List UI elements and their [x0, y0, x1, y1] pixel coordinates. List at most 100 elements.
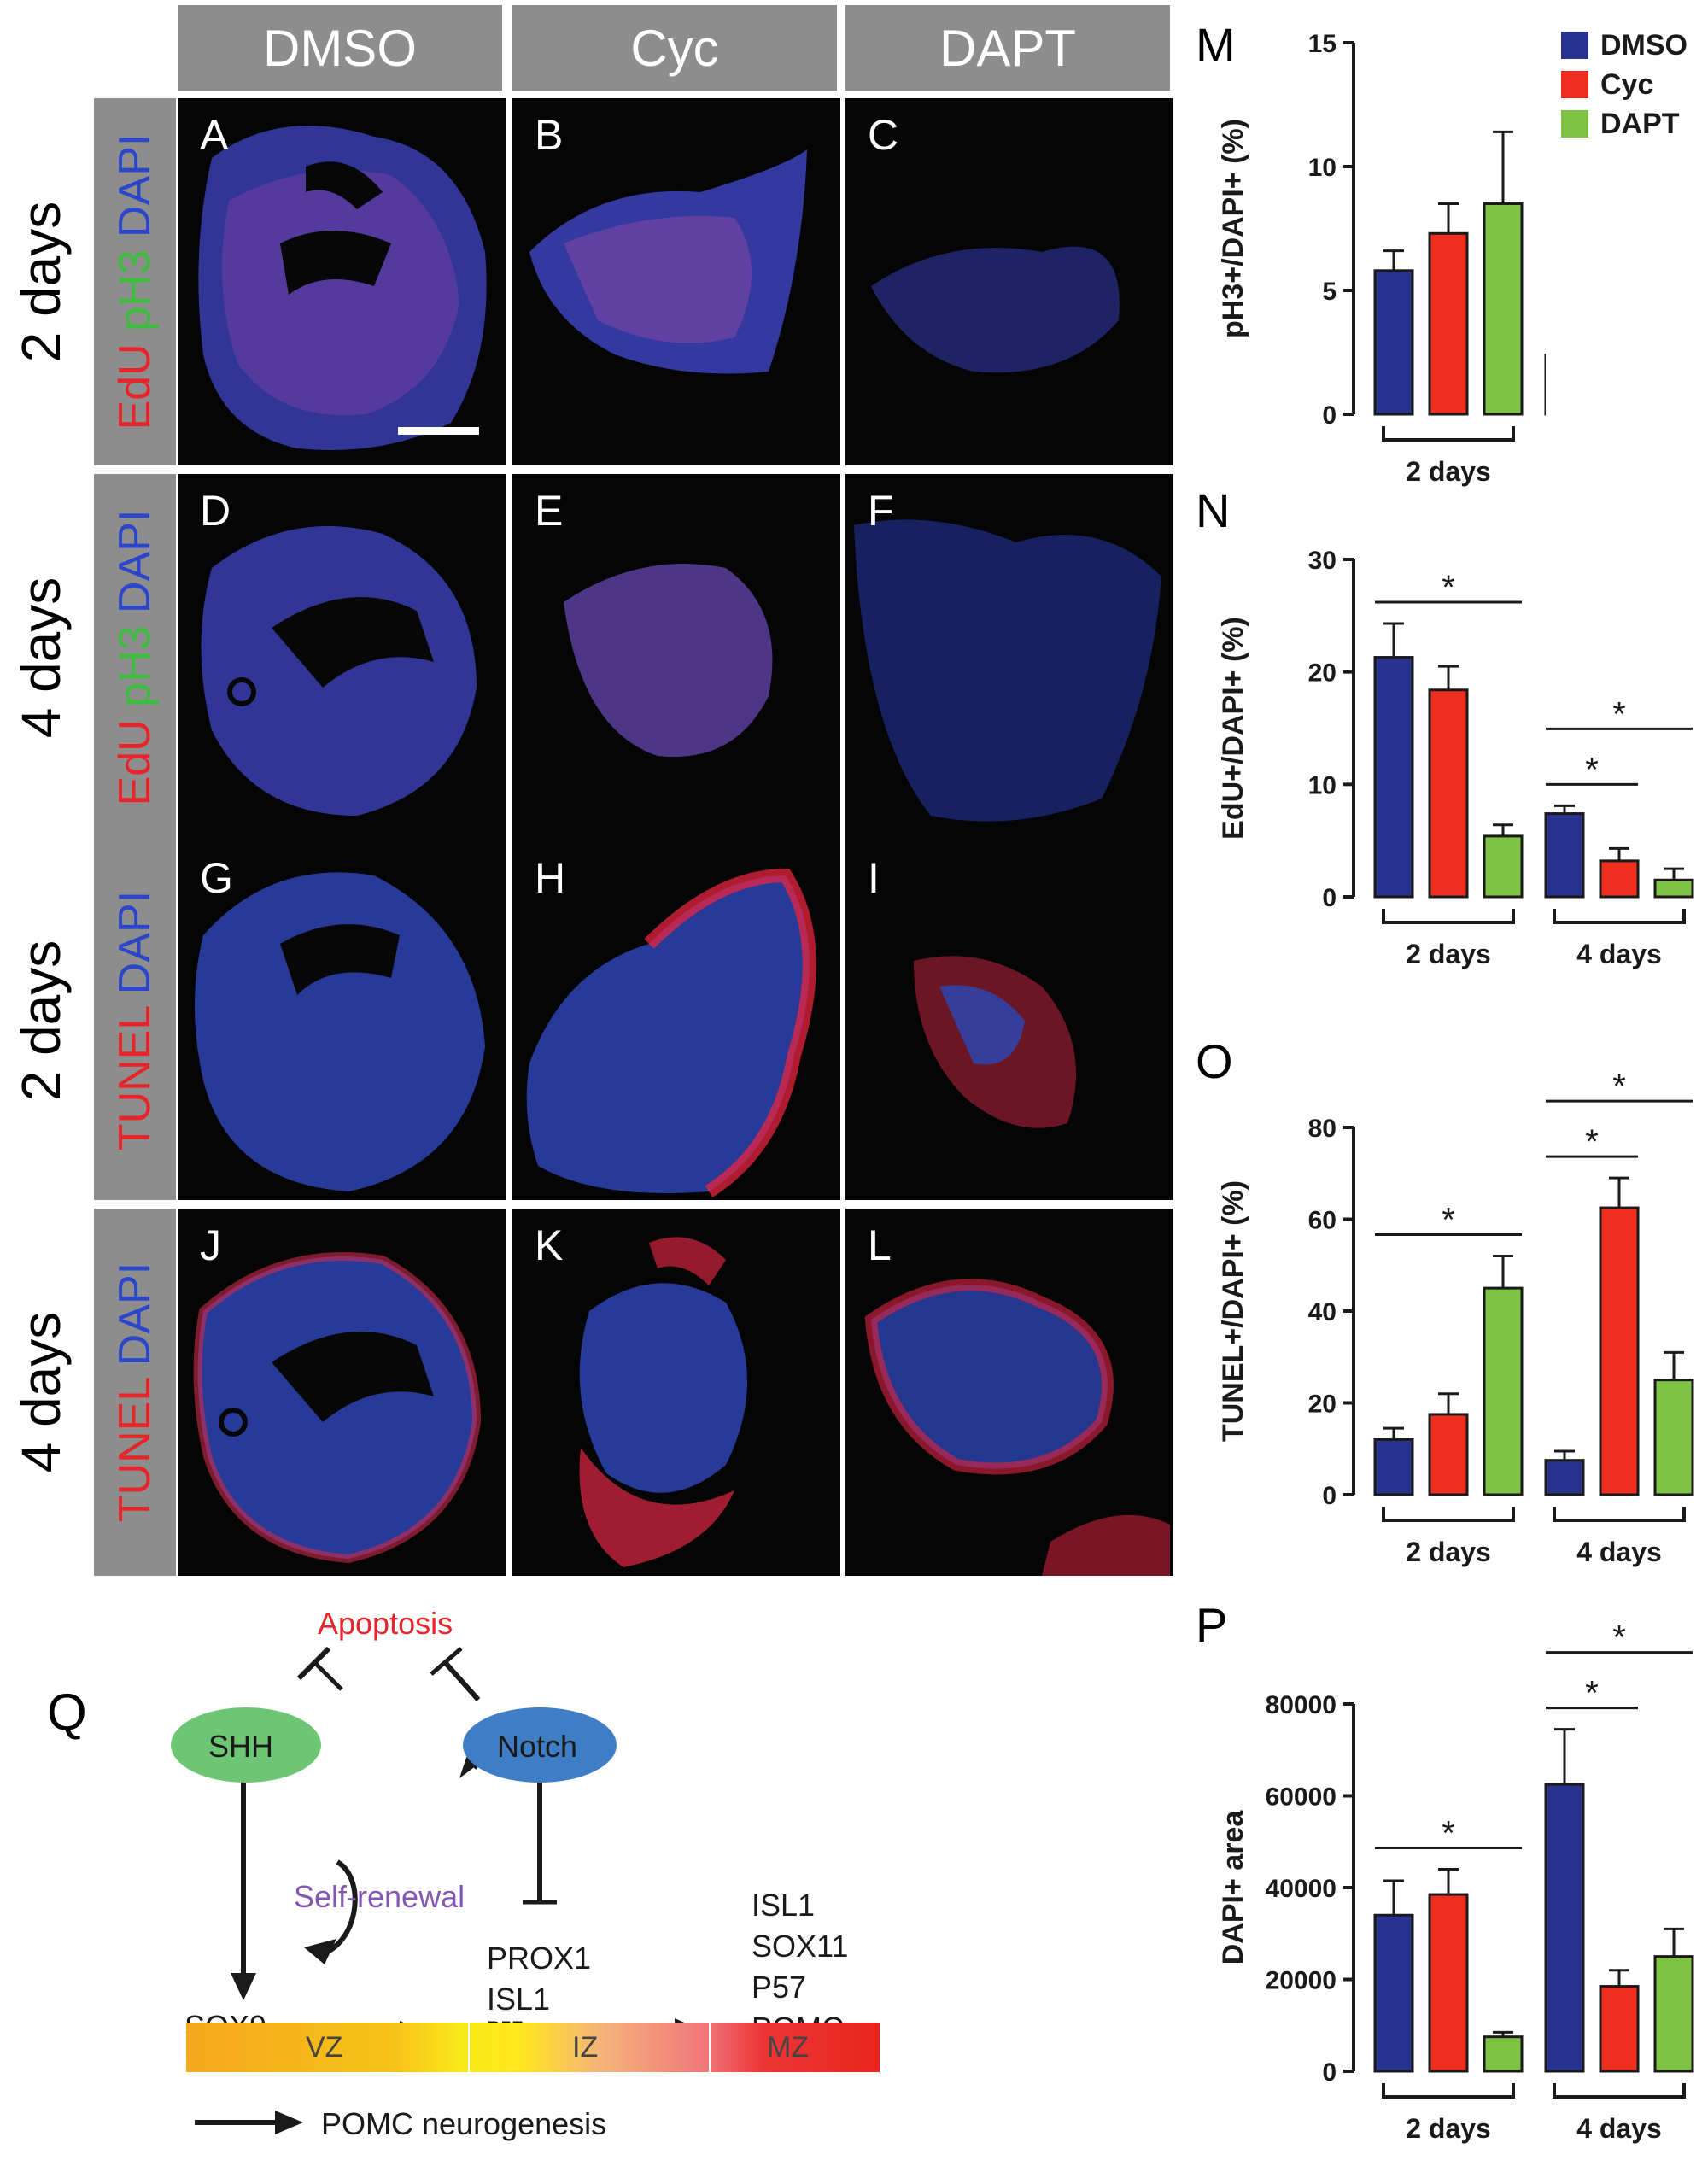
significance-star: *: [1612, 1619, 1626, 1657]
panel-label: L: [868, 1221, 892, 1269]
stain-tunel: TUNEL: [110, 1006, 160, 1151]
bar-dapt: [1653, 878, 1694, 899]
microscopy-panel-i: I: [845, 841, 1173, 1200]
y-tick-label: 0: [1322, 884, 1337, 912]
x-group-label: 2 days: [1406, 1537, 1491, 1567]
microscopy-panel-b: B: [512, 98, 840, 465]
diagram-letter: Q: [47, 1683, 87, 1741]
row-stain-label: TUNEL DAPI: [94, 841, 176, 1200]
panel-label: F: [868, 487, 894, 535]
stain-ph3: pH3: [110, 249, 160, 331]
bar-dapt: [1483, 1286, 1524, 1496]
marker-prox1: PROX1: [487, 1941, 592, 1976]
bar-dmso: [1373, 1913, 1414, 2073]
microscopy-panel-j: J: [178, 1209, 506, 1576]
bar-cyc: [1599, 1206, 1640, 1496]
group-bracket: [1382, 909, 1515, 924]
bar-dapt: [1653, 1379, 1694, 1496]
zone-iz: IZ: [572, 2031, 599, 2064]
y-axis-label: DAPI+ area: [1217, 1810, 1249, 1965]
y-tick-label: 30: [1308, 547, 1337, 575]
apoptosis-label: Apoptosis: [318, 1606, 453, 1641]
group-bracket: [1553, 909, 1686, 924]
significance-star: *: [1612, 695, 1626, 733]
scale-bar: [398, 427, 479, 435]
y-tick-label: 20000: [1266, 1967, 1337, 1995]
row-time-label: 4 days: [10, 577, 72, 739]
bar-dmso: [1544, 1459, 1585, 1496]
y-tick-label: 10: [1308, 154, 1337, 182]
marker-isl1: ISL1: [487, 1982, 551, 2017]
panel-label: C: [868, 111, 899, 159]
group-bracket: [1382, 1507, 1515, 1522]
significance-star: *: [1442, 569, 1455, 606]
y-tick-label: 20: [1308, 1391, 1337, 1419]
bar-dmso: [1373, 269, 1414, 416]
bar-dapt: [1483, 2035, 1524, 2073]
column-header-dapt: DAPT: [845, 5, 1170, 91]
legend-item-cyc: Cyc: [1561, 65, 1688, 104]
legend-item-dmso: DMSO: [1561, 26, 1688, 65]
panel-label: E: [535, 487, 564, 535]
microscopy-panel-k: K: [512, 1209, 840, 1576]
bar-cyc: [1599, 859, 1640, 899]
group-bracket: [1553, 1507, 1686, 1522]
panel-label: H: [535, 854, 566, 902]
bar-dmso: [1544, 1783, 1585, 2073]
stain-dapi: DAPI: [110, 509, 160, 613]
bar-dapt: [1483, 202, 1524, 416]
panel-label: J: [200, 1221, 221, 1269]
microscopy-panel-f: F: [845, 474, 1173, 841]
x-group-label: 4 days: [1576, 939, 1662, 969]
legend-item-dapt: DAPT: [1561, 104, 1688, 143]
y-axis-label: TUNEL+/DAPI+ (%): [1217, 1180, 1249, 1442]
significance-star: *: [1442, 1202, 1455, 1239]
stain-edu: EdU: [110, 343, 160, 430]
bar-dmso: [1373, 656, 1414, 899]
bar-dapt: [1653, 1955, 1694, 2073]
y-tick-label: 10: [1308, 771, 1337, 799]
microscopy-panel-e: E: [512, 474, 840, 841]
diagram-arrows: [171, 1646, 702, 2134]
panel-label: B: [535, 111, 564, 159]
x-group-label: 2 days: [1406, 2113, 1491, 2144]
significance-star: *: [1585, 751, 1599, 788]
x-group-label: 2 days: [1406, 456, 1491, 487]
chart-letter-n: N: [1196, 483, 1231, 537]
y-tick-label: 80000: [1266, 1691, 1337, 1719]
bar-dmso: [1373, 1438, 1414, 1496]
panel-label: I: [868, 854, 880, 902]
x-group-label: 2 days: [1406, 939, 1491, 969]
chart-p: 0 20000 40000 60000 80000 DAPI+ area 2 days 4 d…: [1217, 1619, 1694, 2144]
chart-letter-p: P: [1196, 1598, 1228, 1652]
y-tick-label: 40000: [1266, 1875, 1337, 1903]
self-renewal-label: Self-renewal: [294, 1879, 465, 1914]
y-tick-label: 15: [1308, 30, 1337, 58]
panel-label: K: [535, 1221, 564, 1269]
y-axis-label: pH3+/DAPI+ (%): [1217, 119, 1249, 338]
microscopy-panel-l: L: [845, 1209, 1173, 1576]
panel-label: G: [200, 854, 233, 902]
chart-o: 0 20 40 60 80 TUNEL+/DAPI+ (%) 2 days 4 days * * *: [1217, 1068, 1694, 1567]
shh-node: SHH: [208, 1729, 274, 1764]
y-tick-label: 0: [1322, 2058, 1337, 2087]
row-time-label: 4 days: [10, 1311, 72, 1473]
y-tick-label: 40: [1308, 1298, 1337, 1326]
panel-label: A: [200, 111, 229, 159]
microscopy-panel-a: A: [178, 98, 506, 465]
bar-cyc: [1599, 1985, 1640, 2073]
column-header-dmso: DMSO: [178, 5, 502, 91]
bar-cyc: [1428, 1413, 1469, 1496]
y-tick-label: 0: [1322, 1482, 1337, 1510]
x-group-label: 4 days: [1576, 2113, 1662, 2144]
microscopy-panel-c: C: [845, 98, 1173, 465]
row-stain-label: EdU pH3 DAPI: [94, 98, 176, 465]
significance-star: *: [1442, 1815, 1455, 1853]
y-tick-label: 60000: [1266, 1783, 1337, 1812]
y-tick-label: 20: [1308, 659, 1337, 688]
late-marker-sox11: SOX11: [752, 1929, 849, 1964]
y-tick-label: 60: [1308, 1207, 1337, 1235]
bar-cyc: [1428, 688, 1469, 899]
panel-label: D: [200, 487, 231, 535]
zone-vz: VZ: [306, 2031, 343, 2064]
